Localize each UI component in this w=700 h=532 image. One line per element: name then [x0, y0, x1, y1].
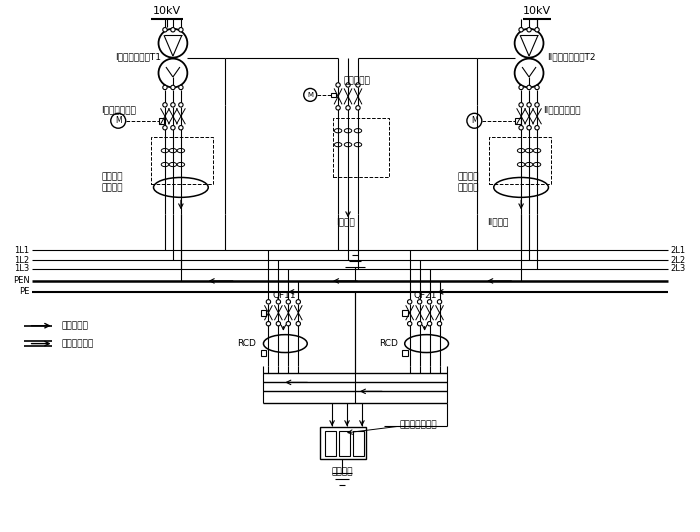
- Text: 2L2: 2L2: [671, 255, 685, 264]
- Circle shape: [178, 28, 183, 32]
- Bar: [159, 118, 164, 124]
- Text: 单相接地故障点: 单相接地故障点: [400, 421, 438, 430]
- Circle shape: [535, 28, 539, 32]
- Text: II段电力变压器T2: II段电力变压器T2: [547, 53, 596, 62]
- Circle shape: [336, 106, 340, 110]
- Circle shape: [535, 103, 539, 107]
- Circle shape: [527, 126, 531, 130]
- Text: PE: PE: [20, 287, 29, 296]
- Bar: [402, 310, 407, 315]
- Text: 1L1: 1L1: [15, 246, 29, 255]
- Circle shape: [163, 85, 167, 89]
- Text: 接地故障电流: 接地故障电流: [62, 339, 94, 348]
- Circle shape: [163, 28, 167, 32]
- Text: I段进线断路器: I段进线断路器: [102, 105, 136, 114]
- Text: QF21: QF21: [414, 292, 438, 301]
- Text: 用电设备: 用电设备: [331, 468, 353, 477]
- Bar: [489, 137, 551, 185]
- Circle shape: [336, 83, 340, 87]
- Circle shape: [428, 300, 432, 304]
- Circle shape: [346, 83, 350, 87]
- Bar: [333, 118, 389, 178]
- Circle shape: [519, 28, 524, 32]
- Circle shape: [519, 126, 524, 130]
- Circle shape: [276, 300, 281, 304]
- Circle shape: [356, 83, 360, 87]
- Bar: [331, 93, 336, 97]
- Text: QF11: QF11: [272, 292, 296, 301]
- Circle shape: [286, 321, 290, 326]
- Circle shape: [171, 85, 175, 89]
- Circle shape: [163, 126, 167, 130]
- Circle shape: [296, 300, 300, 304]
- Text: I段电力变压器T1: I段电力变压器T1: [116, 53, 161, 62]
- Circle shape: [527, 28, 531, 32]
- Bar: [402, 350, 407, 355]
- Circle shape: [178, 126, 183, 130]
- Bar: [320, 427, 366, 459]
- Circle shape: [527, 103, 531, 107]
- Circle shape: [346, 106, 350, 110]
- Circle shape: [171, 103, 175, 107]
- Text: 中性线电流: 中性线电流: [62, 321, 88, 330]
- Text: 2L3: 2L3: [671, 264, 685, 273]
- Text: PEN: PEN: [13, 277, 29, 286]
- Circle shape: [527, 85, 531, 89]
- Circle shape: [356, 106, 360, 110]
- Bar: [353, 431, 364, 456]
- Text: M: M: [471, 117, 477, 125]
- Text: RCD: RCD: [379, 339, 398, 348]
- Text: 母联断路器: 母联断路器: [343, 77, 370, 86]
- Circle shape: [276, 321, 281, 326]
- Text: 接地故障
电流检测: 接地故障 电流检测: [457, 173, 479, 192]
- Bar: [325, 431, 336, 456]
- Text: II段进线断路器: II段进线断路器: [543, 105, 580, 114]
- Circle shape: [417, 300, 422, 304]
- Circle shape: [171, 126, 175, 130]
- Bar: [151, 137, 213, 185]
- Bar: [261, 350, 267, 355]
- Circle shape: [438, 321, 442, 326]
- Text: II段母线: II段母线: [487, 218, 509, 227]
- Circle shape: [438, 300, 442, 304]
- Text: RCD: RCD: [237, 339, 256, 348]
- Text: I段母线: I段母线: [336, 218, 355, 227]
- Bar: [515, 118, 521, 124]
- Text: 10kV: 10kV: [523, 6, 551, 16]
- Circle shape: [178, 85, 183, 89]
- Circle shape: [266, 300, 271, 304]
- Text: M: M: [307, 92, 313, 98]
- Bar: [261, 310, 267, 315]
- Circle shape: [163, 103, 167, 107]
- Circle shape: [519, 103, 524, 107]
- Circle shape: [407, 300, 412, 304]
- Circle shape: [178, 103, 183, 107]
- Circle shape: [296, 321, 300, 326]
- Circle shape: [171, 28, 175, 32]
- Circle shape: [286, 300, 290, 304]
- Text: 1L2: 1L2: [15, 255, 29, 264]
- Text: M: M: [115, 117, 122, 125]
- Circle shape: [535, 126, 539, 130]
- Circle shape: [417, 321, 422, 326]
- Bar: [339, 431, 350, 456]
- Text: 2L1: 2L1: [671, 246, 685, 255]
- Circle shape: [407, 321, 412, 326]
- Circle shape: [519, 85, 524, 89]
- Text: 接地故障
电流检测: 接地故障 电流检测: [102, 173, 122, 192]
- Text: 10kV: 10kV: [153, 6, 181, 16]
- Circle shape: [535, 85, 539, 89]
- Circle shape: [266, 321, 271, 326]
- Text: 1L3: 1L3: [15, 264, 29, 273]
- Circle shape: [428, 321, 432, 326]
